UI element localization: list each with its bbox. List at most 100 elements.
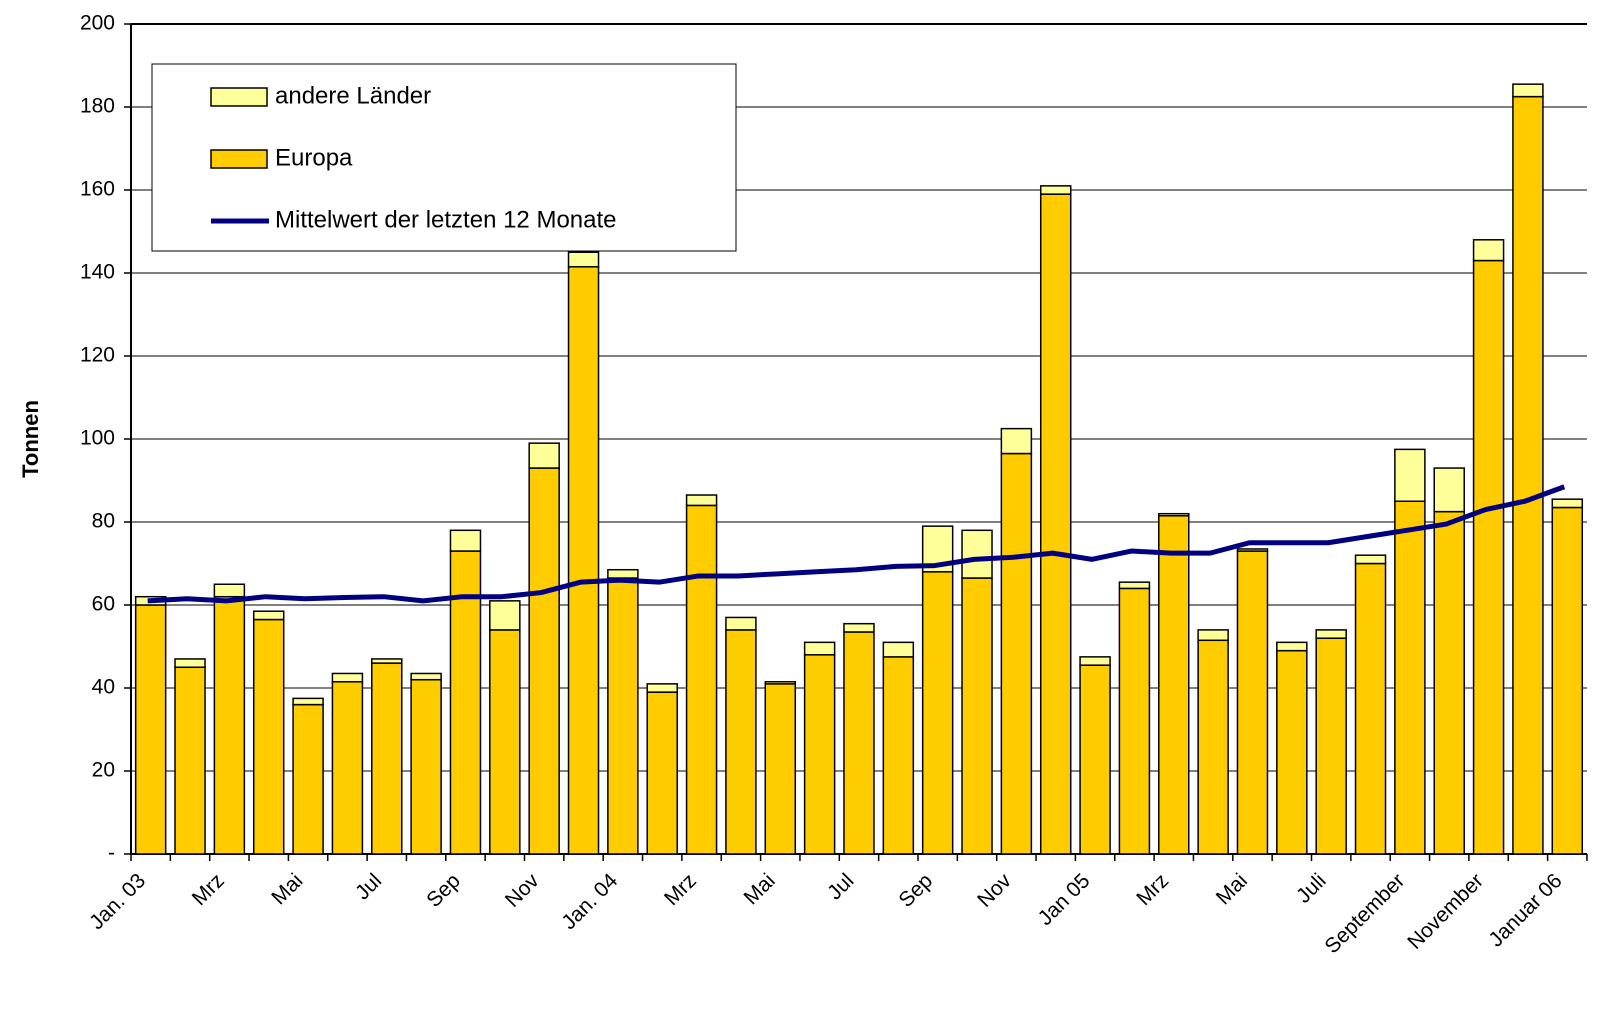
bar-segment	[1354, 562, 1387, 855]
bar-segment	[371, 662, 403, 855]
bar-segment	[1197, 629, 1229, 642]
bar-segment	[410, 672, 442, 681]
x-tick-label: November	[1403, 869, 1488, 954]
y-tick-label: 160	[80, 178, 115, 201]
bar-segment	[252, 610, 285, 621]
bar-segment	[567, 266, 600, 855]
x-tick-label: Sep	[422, 869, 465, 912]
x-tick-label: Jan. 03	[85, 869, 150, 934]
bar-segment	[1354, 554, 1387, 565]
y-tick-label: 100	[80, 427, 115, 450]
bar-segment	[528, 442, 560, 469]
bar-segment	[292, 697, 324, 706]
bar-segment	[646, 691, 678, 855]
bar-segment	[1079, 656, 1111, 666]
bar-segment	[1236, 550, 1269, 855]
bar-segment	[725, 616, 757, 631]
bar-segment	[1039, 193, 1072, 855]
y-tick-label: 200	[80, 12, 115, 35]
x-tick-label: Mai	[740, 869, 780, 909]
y-tick-label: 60	[92, 593, 115, 616]
y-tick-label: 140	[80, 261, 115, 284]
bar-segment	[1315, 629, 1347, 639]
bar-segment	[803, 654, 836, 855]
bar-segment	[961, 529, 993, 579]
bar-segment	[489, 600, 521, 631]
bar-segment	[882, 656, 915, 855]
legend-label: Mittelwert der letzten 12 Monate	[275, 206, 617, 233]
bar-segment	[1039, 185, 1072, 195]
bar-segment	[1433, 467, 1465, 513]
bar-segment	[1079, 664, 1111, 855]
y-tick-label: 80	[92, 510, 115, 533]
bar-segment	[1118, 587, 1151, 855]
bar-segment	[1276, 641, 1308, 652]
bar-segment	[607, 577, 639, 855]
bar-segment	[1158, 515, 1190, 855]
bar-segment	[921, 571, 954, 855]
legend-label: Europa	[275, 144, 353, 171]
bar-segment	[213, 595, 246, 855]
x-tick-label: Mai	[267, 869, 307, 909]
bar-segment	[1000, 427, 1033, 455]
bar-segment	[961, 577, 993, 855]
bar-segment	[1551, 506, 1584, 855]
bar-segment	[331, 681, 364, 855]
bar-segment	[1551, 498, 1584, 509]
x-tick-label: Nov	[973, 869, 1016, 912]
x-tick-label: Mai	[1212, 869, 1252, 909]
y-tick-label: -	[108, 842, 115, 865]
y-tick-label: 120	[80, 344, 115, 367]
bar-segment	[1000, 452, 1033, 855]
x-tick-label: Sep	[894, 869, 937, 912]
bar-segment	[292, 703, 324, 855]
bar-segment	[1512, 83, 1544, 98]
bar-segment	[331, 672, 364, 683]
x-tick-label: Jan 05	[1034, 869, 1095, 930]
bar-segment	[1472, 259, 1505, 855]
x-tick-label: Juli	[1292, 869, 1331, 908]
bar-segment	[803, 641, 836, 656]
bar-segment	[1118, 581, 1151, 590]
bar-segment	[685, 494, 718, 507]
bar-segment	[1197, 639, 1229, 855]
bar-segment	[646, 683, 678, 693]
bar-segment	[843, 631, 875, 855]
bar-segment	[1394, 500, 1426, 855]
bar-segment	[134, 604, 167, 855]
bar-segment	[213, 583, 246, 598]
bar-segment	[489, 629, 521, 855]
bar-segment	[1394, 448, 1426, 502]
x-tick-label: September	[1320, 869, 1409, 958]
bar-segment	[843, 622, 875, 633]
bar-segment	[764, 683, 797, 855]
bar-segment	[1512, 95, 1544, 855]
bar-segment	[1433, 510, 1465, 855]
bar-segment	[1472, 239, 1505, 262]
bar-segment	[1315, 637, 1347, 855]
bar-segment	[764, 681, 797, 685]
x-tick-label: Mrz	[660, 869, 701, 910]
legend-swatch	[210, 87, 268, 107]
x-tick-label: Mrz	[1132, 869, 1173, 910]
bar-segment	[567, 251, 600, 268]
bar-segment	[1276, 649, 1308, 855]
bar-segment	[410, 678, 442, 855]
x-tick-label: Nov	[501, 869, 544, 912]
bar-segment	[607, 568, 639, 579]
x-tick-label: Jan. 04	[557, 869, 622, 934]
bar-segment	[252, 618, 285, 855]
bar-segment	[725, 629, 757, 855]
bar-segment	[1236, 548, 1269, 552]
legend-label: andere Länder	[275, 82, 431, 109]
x-tick-label: Januar 06	[1484, 869, 1566, 951]
y-tick-label: 40	[92, 676, 115, 699]
bar-segment	[174, 658, 206, 669]
y-tick-label: 180	[80, 95, 115, 118]
bar-segment	[174, 666, 206, 855]
y-axis-label: Tonnen	[18, 400, 43, 478]
bar-segment	[371, 658, 403, 664]
mean-line	[147, 484, 1566, 604]
